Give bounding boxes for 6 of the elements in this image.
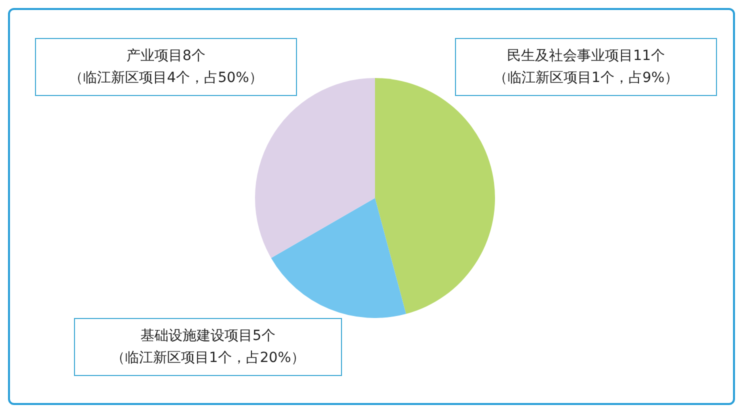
slice-label: 基础设施建设项目5个 (140, 327, 276, 346)
slice-label: 产业项目8个 (126, 47, 206, 66)
text: （临江新区项目1个，占9%） (492, 69, 680, 88)
text: （临江新区项目4个，占50%） (68, 69, 264, 88)
slice-label: 民生及社会事业项目11个 (506, 47, 666, 66)
text: （临江新区项目1个，占20%） (110, 349, 306, 368)
